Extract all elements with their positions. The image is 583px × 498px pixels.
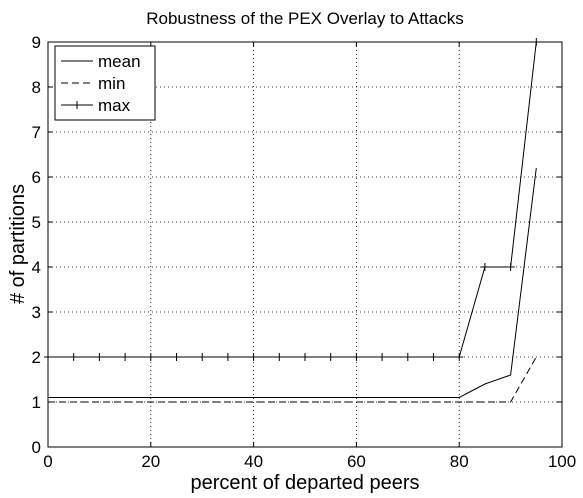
data-point-max [455,353,464,361]
series-line-min [48,356,537,403]
legend-label-mean: mean [98,52,141,71]
x-tick-label: 20 [141,452,160,471]
data-point-max [69,353,78,361]
y-tick-label: 6 [32,168,41,187]
data-point-max [198,353,207,361]
x-tick-label: 80 [450,452,469,471]
legend-label-max: max [98,96,131,115]
y-tick-label: 3 [32,303,41,322]
data-point-max [223,353,232,361]
x-tick-label: 0 [43,452,52,471]
series-min [48,356,537,403]
y-tick-label: 4 [32,258,41,277]
x-tick-label: 40 [244,452,263,471]
legend-entry-max: max [61,96,131,115]
x-tick-label: 60 [347,452,366,471]
data-point-max [275,353,284,361]
x-axis-label: percent of departed peers [190,472,419,494]
y-axis-label: # of partitions [7,184,29,304]
data-point-max [301,353,309,361]
data-point-max [95,353,104,361]
data-point-max [172,353,181,361]
data-point-max [403,353,412,361]
x-tick-label: 100 [548,452,576,471]
legend-entry-mean: mean [61,52,141,71]
data-point-max [429,353,438,361]
y-tick-label: 8 [32,78,41,97]
data-point-max [378,353,387,361]
chart-title: Robustness of the PEX Overlay to Attacks [146,9,464,28]
series-mean [48,167,537,398]
data-point-max [326,353,335,361]
series-line-mean [48,167,537,398]
legend-entry-min: min [61,74,125,93]
legend-marker-max [73,101,81,109]
y-tick-label: 1 [32,393,41,412]
series-line-max [48,41,537,358]
y-tick-label: 7 [32,123,41,142]
data-point-max [480,263,489,271]
data-point-max [249,353,258,361]
data-point-max [146,353,155,361]
legend-label-min: min [98,74,125,93]
legend: mean min max [54,45,156,121]
data-point-max [121,353,130,361]
y-tick-label: 9 [32,33,41,52]
plot-frame [47,41,563,448]
y-tick-label: 2 [32,348,41,367]
data-point-max [352,353,361,361]
y-tick-label: 5 [32,213,41,232]
ticks: 0 20 40 60 80 100 0 1 2 3 4 5 6 7 8 9 [32,33,577,471]
data-point-max [506,263,515,271]
legend-box [54,45,156,121]
y-tick-label: 0 [32,438,41,457]
